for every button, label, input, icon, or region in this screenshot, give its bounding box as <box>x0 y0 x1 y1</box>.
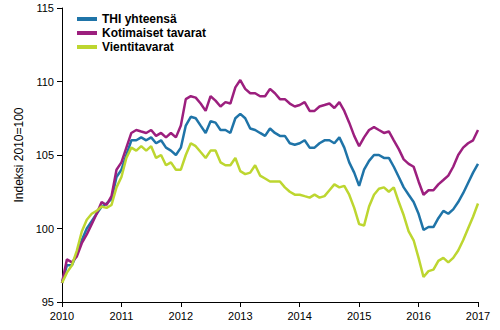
svg-text:Indeksi 2010=100: Indeksi 2010=100 <box>12 107 26 202</box>
svg-text:2016: 2016 <box>406 310 430 322</box>
svg-text:Vientitavarat: Vientitavarat <box>102 40 174 54</box>
svg-text:2012: 2012 <box>169 310 193 322</box>
svg-text:2011: 2011 <box>110 310 134 322</box>
svg-text:2015: 2015 <box>347 310 371 322</box>
svg-text:110: 110 <box>36 76 54 88</box>
svg-text:THI yhteensä: THI yhteensä <box>102 12 177 26</box>
svg-text:105: 105 <box>36 149 54 161</box>
svg-text:2014: 2014 <box>287 310 311 322</box>
svg-text:100: 100 <box>36 223 54 235</box>
svg-text:2010: 2010 <box>50 310 74 322</box>
svg-text:115: 115 <box>36 2 54 14</box>
svg-text:Kotimaiset tavarat: Kotimaiset tavarat <box>102 26 206 40</box>
svg-text:95: 95 <box>42 296 54 308</box>
svg-text:2013: 2013 <box>228 310 252 322</box>
svg-text:2017: 2017 <box>466 310 490 322</box>
